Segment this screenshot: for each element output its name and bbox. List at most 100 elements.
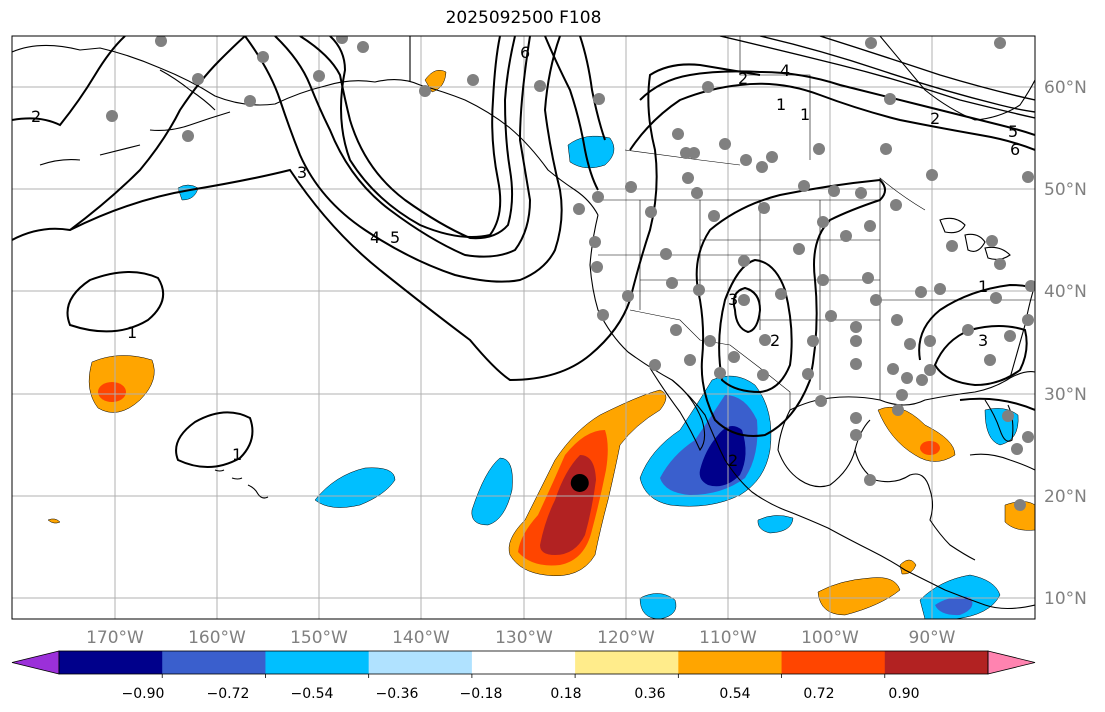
colorbar-tick-label: 0.72 xyxy=(803,686,834,702)
contour-label: 2 xyxy=(728,451,738,470)
contour-label: 2 xyxy=(770,331,780,350)
station-dot xyxy=(1025,280,1035,292)
station-dot xyxy=(719,138,731,150)
station-dot xyxy=(649,359,661,371)
station-dot xyxy=(688,147,700,159)
station-dot xyxy=(887,363,899,375)
contour-label: 3 xyxy=(297,163,307,182)
station-dot xyxy=(896,389,908,401)
lon-label: 110°W xyxy=(699,628,757,648)
coastlines xyxy=(12,36,1035,610)
station-dot xyxy=(984,354,996,366)
station-dot xyxy=(589,236,601,248)
lon-label: 140°W xyxy=(392,628,450,648)
station-dot xyxy=(714,367,726,379)
station-dot xyxy=(728,351,740,363)
station-dot xyxy=(807,335,819,347)
station-dot xyxy=(591,261,603,273)
station-dot xyxy=(1002,410,1014,422)
colorbar-tick-label: −0.54 xyxy=(291,686,334,702)
station-dot xyxy=(884,93,896,105)
latitude-labels: 60°N 50°N 40°N 30°N 20°N 10°N xyxy=(1044,78,1087,609)
station-dot xyxy=(106,110,118,122)
colorbar-tick-label: 0.36 xyxy=(634,686,665,702)
colorbar-tick-label: −0.18 xyxy=(460,686,503,702)
colorbar-segment xyxy=(59,651,163,674)
station-dot xyxy=(817,216,829,228)
station-dot xyxy=(892,404,904,416)
station-dot xyxy=(597,309,609,321)
station-dot xyxy=(901,372,913,384)
station-dot xyxy=(336,36,348,44)
station-dot xyxy=(757,369,769,381)
lon-label: 100°W xyxy=(801,628,859,648)
station-dot xyxy=(693,284,705,296)
colorbar-tick-label: 0.54 xyxy=(719,686,750,702)
station-dot xyxy=(702,81,714,93)
map-frame xyxy=(11,35,1036,620)
station-dot xyxy=(1022,171,1034,183)
station-dot xyxy=(865,37,877,49)
station-dot xyxy=(850,335,862,347)
contour-label: 6 xyxy=(520,43,530,62)
colorbar-tick-label: 0.90 xyxy=(888,686,919,702)
station-dot xyxy=(708,210,720,222)
station-dot xyxy=(573,203,585,215)
station-dot xyxy=(1022,314,1034,326)
station-dot xyxy=(684,354,696,366)
station-dot xyxy=(1014,499,1026,511)
station-dot xyxy=(672,128,684,140)
colorbar-segment xyxy=(781,651,886,674)
lat-label: 40°N xyxy=(1044,282,1087,302)
station-dot xyxy=(766,151,778,163)
colorbar-segment xyxy=(368,651,473,674)
station-dot xyxy=(870,294,882,306)
contour-label: 2 xyxy=(31,107,41,126)
colorbar-segment xyxy=(678,651,783,674)
contour-label: 1 xyxy=(232,445,242,464)
contour-labels: 2 1 1 3 4 5 6 2 4 1 1 2 5 6 2 3 2 1 3 xyxy=(31,43,1020,470)
contour-label: 1 xyxy=(127,323,137,342)
colorbar-segment xyxy=(265,651,370,674)
colorbar-segment xyxy=(575,651,679,674)
colorbar-labels: −0.90 −0.72 −0.54 −0.36 −0.18 0.18 0.36 … xyxy=(122,686,920,702)
lon-label: 120°W xyxy=(597,628,655,648)
station-dot xyxy=(691,187,703,199)
contour-label: 3 xyxy=(728,290,738,309)
station-dot xyxy=(756,161,768,173)
station-dot xyxy=(622,290,634,302)
station-dot xyxy=(244,95,256,107)
station-dot xyxy=(738,294,750,306)
station-dot xyxy=(682,172,694,184)
colorbar-extend-high xyxy=(987,650,1036,675)
station-dot xyxy=(815,395,827,407)
station-dot xyxy=(666,277,678,289)
contour-label: 1 xyxy=(800,105,810,124)
colorbar-tick-label: 0.18 xyxy=(550,686,581,702)
station-dot xyxy=(864,474,876,486)
map-title: 2025092500 F108 xyxy=(445,8,602,28)
colorbar-tick-label: −0.36 xyxy=(376,686,419,702)
station-dot xyxy=(904,338,916,350)
station-dot xyxy=(962,324,974,336)
map-area: 2 1 1 3 4 5 6 2 4 1 1 2 5 6 2 3 2 1 3 xyxy=(12,36,1035,619)
graticule xyxy=(12,36,1035,619)
station-dot xyxy=(994,258,1006,270)
station-dot xyxy=(775,288,787,300)
lon-label: 150°W xyxy=(290,628,348,648)
station-dot xyxy=(986,235,998,247)
contour-label: 3 xyxy=(978,331,988,350)
station-dot xyxy=(916,374,928,386)
station-dot xyxy=(192,73,204,85)
station-dot xyxy=(880,143,892,155)
lon-label: 90°W xyxy=(909,628,956,648)
station-dot xyxy=(257,51,269,63)
lon-label: 170°W xyxy=(86,628,144,648)
colorbar-segment xyxy=(162,651,266,674)
station-dot xyxy=(740,154,752,166)
station-dot xyxy=(793,243,805,255)
colorbar-segment xyxy=(884,651,989,674)
station-dot xyxy=(704,335,716,347)
station-dot xyxy=(534,80,546,92)
